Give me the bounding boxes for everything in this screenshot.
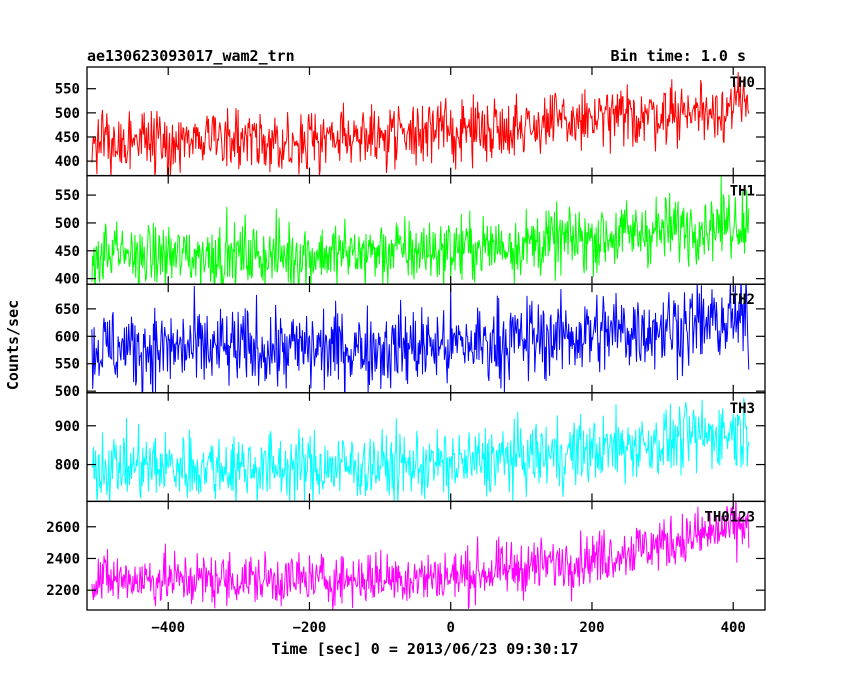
y-tick-label-th1: 400 [55,272,80,288]
y-tick-label-th0123: 2400 [46,551,80,567]
x-tick-label: 200 [579,620,604,636]
series-line-th2 [91,284,750,393]
series-line-th3 [91,397,750,502]
y-tick-label-th0: 550 [55,82,80,98]
y-axis-label: Counts/sec [4,300,22,390]
x-axis-label: Time [sec] 0 = 2013/06/23 09:30:17 [271,640,578,658]
y-tick-label-th2: 550 [55,357,80,373]
y-tick-label-th2: 600 [55,329,80,345]
y-tick-label-th1: 450 [55,244,80,260]
bin-time-title: Bin time: 1.0 s [611,47,746,65]
x-tick-label: 0 [447,620,455,636]
panel-label-th3: TH3 [730,401,755,417]
panel-label-th0123: TH0123 [704,509,755,525]
y-tick-label-th2: 650 [55,302,80,318]
y-tick-label-th0: 450 [55,130,80,146]
series-line-th0123 [91,501,750,610]
series-line-th1 [91,175,750,285]
y-tick-label-th2: 500 [55,384,80,400]
x-tick-label: −400 [151,620,185,636]
observation-id-title: ae130623093017_wam2_trn [87,47,295,65]
y-tick-label-th0: 500 [55,106,80,122]
y-tick-label-th1: 550 [55,188,80,204]
y-tick-label-th0123: 2200 [46,583,80,599]
y-tick-label-th3: 900 [55,419,80,435]
y-tick-label-th3: 800 [55,458,80,474]
panel-label-th2: TH2 [730,292,755,308]
x-tick-label: 400 [721,620,746,636]
y-tick-label-th0: 400 [55,154,80,170]
x-tick-label: −200 [293,620,327,636]
panel-label-th1: TH1 [730,184,755,200]
panel-label-th0: TH0 [730,75,755,91]
y-tick-label-th1: 500 [55,216,80,232]
series-line-th0 [91,72,750,176]
y-tick-label-th0123: 2600 [46,520,80,536]
panels-group: 400 450 500 550 TH0 400 450 500 550 TH1 500 550 600 6… [46,66,766,636]
panel-frame-th0123 [86,500,766,611]
